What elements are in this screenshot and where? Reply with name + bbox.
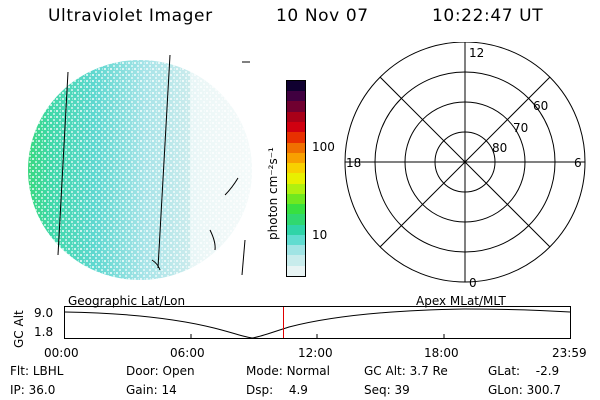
orbit-ytick-top: 9.0 <box>34 306 54 320</box>
glon-value: 300.7 <box>526 383 561 397</box>
time-tick-1200: 12:00 <box>298 346 333 360</box>
colorbar-segment <box>287 245 305 256</box>
mlt-label-6: 6 <box>574 156 582 170</box>
glat-value: -2.9 <box>535 364 560 378</box>
observation-time: 10:22:47 UT <box>432 6 544 26</box>
colorbar-unit-label: photon cm⁻²s⁻¹ <box>266 147 280 240</box>
door-value: Open <box>162 364 195 378</box>
mlt-label-0: 0 <box>469 276 477 290</box>
door-info: Door: Open <box>126 364 195 378</box>
colorbar-segment <box>287 224 305 235</box>
colorbar-segment <box>287 152 305 164</box>
gcalt-value: 3.7 Re <box>409 364 448 378</box>
colorbar-segment <box>287 265 305 276</box>
colorbar-segment <box>287 132 305 143</box>
glat-label: GLat: <box>488 364 521 378</box>
colorbar-segment <box>287 142 305 153</box>
ip-info: IP: 36.0 <box>10 383 55 397</box>
flt-value: LBHL <box>32 364 64 378</box>
glon-label: GLon: <box>488 383 523 397</box>
colorbar-tick-100: 100 <box>312 140 335 154</box>
time-tick-0000: 00:00 <box>44 346 79 360</box>
time-tick-0600: 06:00 <box>170 346 205 360</box>
mlt-label-18: 18 <box>346 156 361 170</box>
seq-label: Seq: <box>364 383 391 397</box>
mode-info: Mode: Normal <box>246 364 330 378</box>
gain-value: 14 <box>161 383 177 397</box>
door-label: Door: <box>126 364 159 378</box>
seq-value: 39 <box>394 383 410 397</box>
ip-label: IP: <box>10 383 25 397</box>
gcalt-label: GC Alt: <box>364 364 406 378</box>
flt-label: Flt: <box>10 364 29 378</box>
colorbar-strip <box>286 80 306 277</box>
observation-date: 10 Nov 07 <box>276 6 369 26</box>
dsp-info: Dsp: 4.9 <box>246 383 308 397</box>
colorbar-segment <box>287 163 305 174</box>
ip-value: 36.0 <box>28 383 56 397</box>
geographic-image <box>28 54 252 280</box>
colorbar-segment <box>287 122 305 133</box>
glon-info: GLon: 300.7 <box>488 383 561 397</box>
dsp-label: Dsp: <box>246 383 274 397</box>
colorbar-segment <box>287 173 305 184</box>
geographic-title: Geographic Lat/Lon <box>68 294 186 308</box>
dsp-value: 4.9 <box>288 383 308 397</box>
apex-title: Apex MLat/MLT <box>416 294 506 308</box>
lat-label-80: 80 <box>492 141 507 155</box>
time-tick-2359: 23:59 <box>552 346 587 360</box>
glat-info: GLat: -2.9 <box>488 364 559 378</box>
instrument-title: Ultraviolet Imager <box>48 6 213 26</box>
colorbar-segment <box>287 91 305 102</box>
mode-value: Normal <box>286 364 330 378</box>
time-tick-1800: 18:00 <box>424 346 459 360</box>
colorbar-segment <box>287 234 305 246</box>
orbit-panel <box>64 306 571 339</box>
gcalt-info: GC Alt: 3.7 Re <box>364 364 448 378</box>
colorbar-segment <box>287 255 305 266</box>
colorbar-tick-10: 10 <box>312 228 328 242</box>
orbit-ylabel: GC Alt <box>12 310 26 348</box>
colorbar-segment <box>287 214 305 225</box>
colorbar-segment <box>287 193 305 205</box>
colorbar-segment <box>287 101 305 112</box>
polar-plot: 12 6 0 18 60 70 80 <box>344 42 586 290</box>
colorbar-segment <box>287 204 305 215</box>
lat-label-70: 70 <box>513 121 528 135</box>
mlt-label-12: 12 <box>469 46 484 60</box>
gain-label: Gain: <box>126 383 158 397</box>
colorbar-segment <box>287 183 305 194</box>
colorbar-segment <box>287 111 305 123</box>
lat-label-60: 60 <box>533 99 548 113</box>
orbit-ytick-bottom: 1.8 <box>34 325 54 339</box>
mode-label: Mode: <box>246 364 283 378</box>
gain-info: Gain: 14 <box>126 383 177 397</box>
colorbar-segment <box>287 80 305 92</box>
seq-info: Seq: 39 <box>364 383 410 397</box>
flt-info: Flt: LBHL <box>10 364 63 378</box>
